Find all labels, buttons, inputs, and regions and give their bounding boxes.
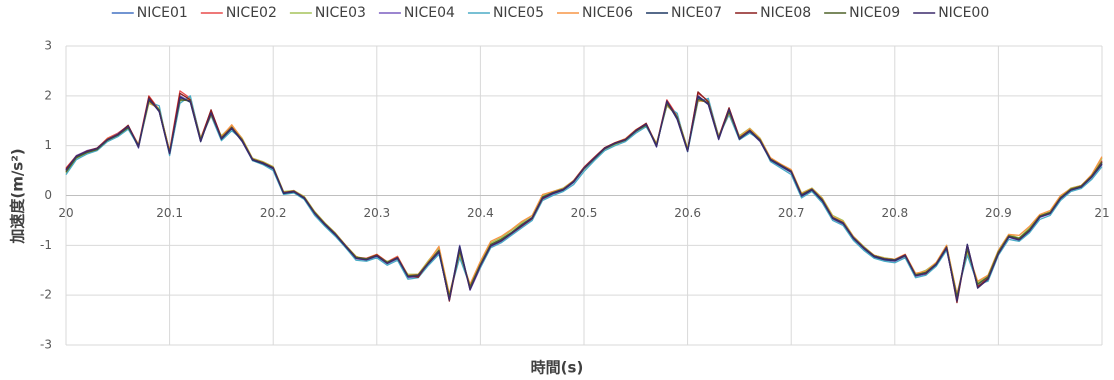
x-tick-label: 20.6 [674,206,701,220]
legend-label: NICE09 [849,5,900,21]
y-tick-label: 1 [44,138,52,152]
x-tick-label: 20.4 [467,206,494,220]
legend-label: NICE02 [226,5,277,21]
x-tick-label: 20.2 [260,206,287,220]
legend-label: NICE08 [760,5,811,21]
x-tick-label: 21 [1094,206,1109,220]
y-axis-title: 加速度(m/s²) [9,148,27,244]
legend-label: NICE05 [493,5,544,21]
y-tick-label: 0 [44,188,52,202]
x-tick-label: 20.8 [881,206,908,220]
y-tick-label: -1 [40,238,52,252]
x-tick-label: 20.5 [571,206,598,220]
x-tick-label: 20.9 [985,206,1012,220]
y-tick-label: -2 [40,288,52,302]
legend-label: NICE06 [582,5,633,21]
legend-label: NICE01 [137,5,188,21]
y-tick-label: 2 [44,88,52,102]
x-tick-label: 20 [58,206,73,220]
legend-label: NICE04 [404,5,455,21]
x-tick-label: 20.1 [156,206,183,220]
x-axis-title: 時間(s) [531,359,584,377]
x-tick-label: 20.7 [778,206,805,220]
y-tick-label: -3 [40,338,52,352]
y-tick-label: 3 [44,39,52,53]
legend-label: NICE03 [315,5,366,21]
x-tick-label: 20.3 [363,206,390,220]
legend-label: NICE00 [938,5,989,21]
legend-label: NICE07 [671,5,722,21]
series-line [65,95,1103,302]
